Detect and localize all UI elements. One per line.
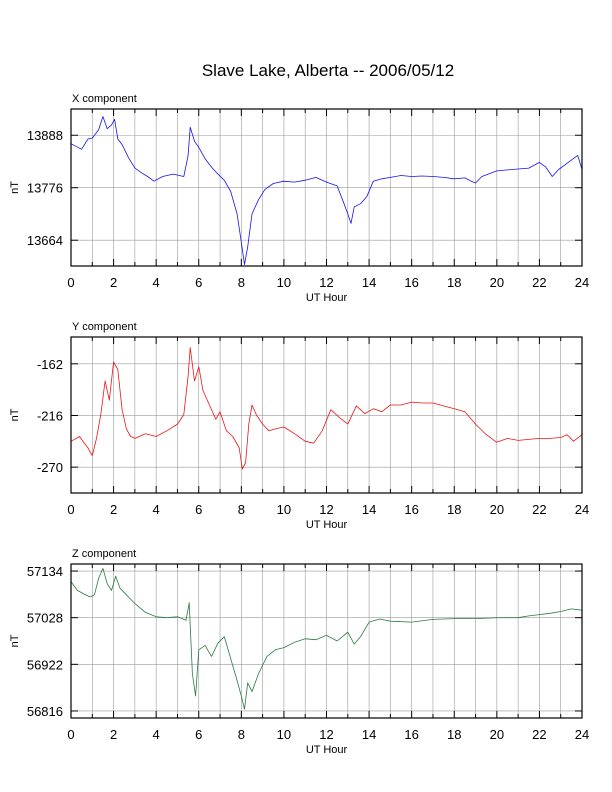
x-tick-label: 8 <box>238 727 245 742</box>
x-tick-label: 6 <box>195 727 202 742</box>
x-tick-label: 0 <box>67 727 74 742</box>
y-axis-label: nT <box>9 634 21 647</box>
x-tick-label: 12 <box>319 727 333 742</box>
y-tick-label: -162 <box>37 357 63 372</box>
x-tick-label: 4 <box>153 502 160 517</box>
x-axis-label: UT Hour <box>306 744 348 756</box>
data-series-line <box>70 347 583 470</box>
x-tick-label: 22 <box>532 275 546 290</box>
y-tick-label: -270 <box>37 460 63 475</box>
y-tick-label: 56816 <box>27 704 63 719</box>
x-tick-label: 24 <box>575 275 589 290</box>
y-tick-label: 57134 <box>27 564 63 579</box>
x-tick-label: 14 <box>362 502 376 517</box>
x-tick-label: 18 <box>447 727 461 742</box>
x-tick-label: 10 <box>277 727 291 742</box>
y-axis-label: nT <box>9 408 21 421</box>
y-tick-label: 57028 <box>27 611 63 626</box>
x-tick-label: 6 <box>195 502 202 517</box>
x-tick-label: 16 <box>404 275 418 290</box>
data-series-line <box>70 568 583 710</box>
panel-title: X component <box>72 93 137 105</box>
x-tick-label: 20 <box>490 275 504 290</box>
x-axis-label: UT Hour <box>306 519 348 531</box>
x-tick-label: 20 <box>490 502 504 517</box>
x-tick-label: 24 <box>575 502 589 517</box>
x-tick-label: 0 <box>67 275 74 290</box>
figure-title: Slave Lake, Alberta -- 2006/05/12 <box>202 61 454 80</box>
x-tick-label: 2 <box>110 275 117 290</box>
x-tick-label: 12 <box>319 502 333 517</box>
x-tick-label: 12 <box>319 275 333 290</box>
x-tick-label: 2 <box>110 502 117 517</box>
x-tick-label: 14 <box>362 727 376 742</box>
x-tick-label: 0 <box>67 502 74 517</box>
x-tick-label: 8 <box>238 275 245 290</box>
y-tick-label: 56922 <box>27 657 63 672</box>
x-tick-label: 16 <box>404 502 418 517</box>
x-tick-label: 24 <box>575 727 589 742</box>
x-tick-label: 14 <box>362 275 376 290</box>
x-tick-label: 16 <box>404 727 418 742</box>
y-tick-label: -216 <box>37 408 63 423</box>
y-tick-label: 13888 <box>27 128 63 143</box>
x-tick-label: 2 <box>110 727 117 742</box>
x-tick-label: 22 <box>532 502 546 517</box>
x-tick-label: 4 <box>153 275 160 290</box>
x-tick-label: 6 <box>195 275 202 290</box>
data-series-line <box>70 116 583 265</box>
x-tick-label: 20 <box>490 727 504 742</box>
x-tick-label: 10 <box>277 275 291 290</box>
x-tick-label: 22 <box>532 727 546 742</box>
x-tick-label: 10 <box>277 502 291 517</box>
y-tick-label: 13664 <box>27 233 63 248</box>
x-tick-label: 18 <box>447 275 461 290</box>
x-axis-label: UT Hour <box>306 292 348 304</box>
x-tick-label: 8 <box>238 502 245 517</box>
y-tick-label: 13776 <box>27 181 63 196</box>
panel-title: Z component <box>72 548 136 560</box>
y-axis-label: nT <box>9 181 21 194</box>
x-tick-label: 4 <box>153 727 160 742</box>
x-tick-label: 18 <box>447 502 461 517</box>
panel-title: Y component <box>72 321 137 333</box>
